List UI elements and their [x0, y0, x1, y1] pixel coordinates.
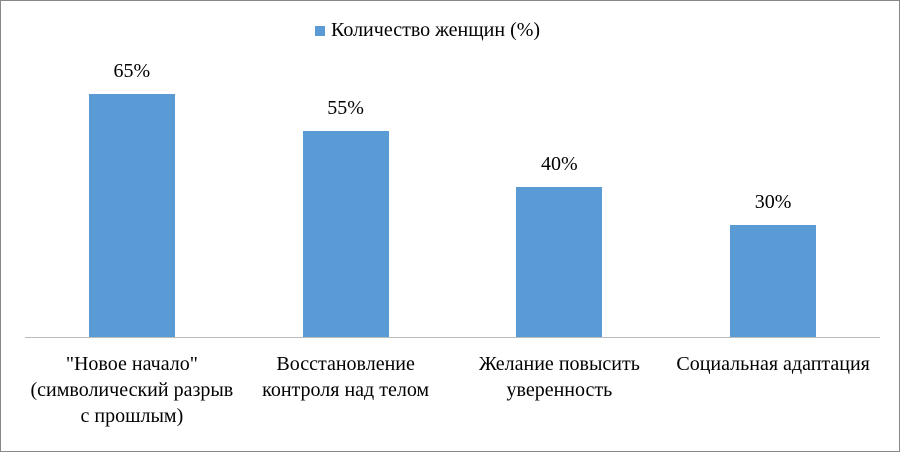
x-tick-label: Желание повысить уверенность [478, 353, 640, 401]
x-tick-label: "Новое начало" (символический разрыв с п… [30, 353, 234, 427]
value-label: 30% [754, 190, 792, 213]
x-tick-label: Восстановление контроля над телом [262, 353, 430, 401]
bar [516, 187, 603, 337]
value-label: 40% [541, 153, 578, 176]
value-label: 65% [113, 59, 151, 82]
x-tick-label: Социальная адаптация [676, 353, 870, 375]
legend-swatch [315, 25, 325, 36]
legend-label: Количество женщин (%) [331, 19, 541, 41]
baseline [25, 337, 880, 338]
bar [730, 224, 817, 337]
bar [88, 93, 175, 337]
legend: Количество женщин (%) [315, 19, 540, 42]
value-label: 55% [327, 97, 364, 120]
bar [302, 131, 389, 337]
